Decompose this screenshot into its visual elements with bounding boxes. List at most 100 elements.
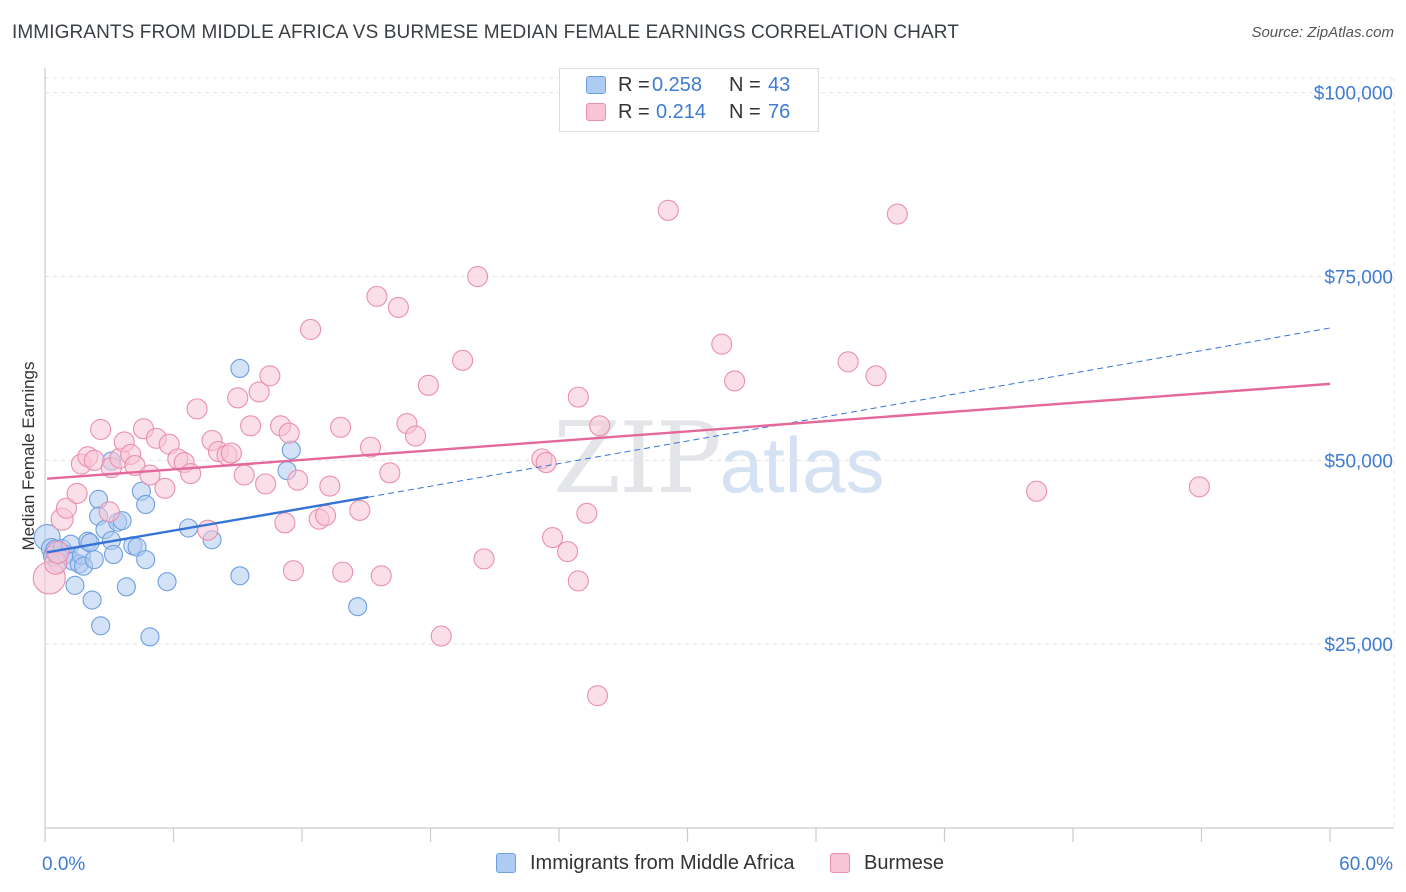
point-burmese [220,442,242,464]
point-burmese [576,502,598,524]
point-middle-africa [281,440,301,460]
point-middle-africa [65,575,85,595]
y-axis-title: Median Female Earnings [19,362,38,551]
point-burmese [473,548,495,570]
legend-r-value: 0.214 [656,101,707,123]
point-burmese [248,381,270,403]
point-burmese [259,365,281,387]
point-burmese [542,527,564,549]
chart-title: IMMIGRANTS FROM MIDDLE AFRICA VS BURMESE… [12,22,959,43]
point-middle-africa [91,616,111,636]
point-burmese [370,565,392,587]
bottom-legend-swatch-pink [830,853,850,873]
point-middle-africa [84,550,104,570]
point-burmese [886,203,908,225]
point-burmese [430,625,452,647]
point-burmese [278,422,300,444]
point-burmese [240,415,262,437]
point-burmese [255,473,277,495]
point-burmese [287,469,309,491]
axis-labels: $25,000 $50,000 $75,000 $100,000 0.0% 60.0% Me… [19,84,1393,875]
watermark: ZIPatlas [553,402,885,516]
y-tick-label: $75,000 [1324,268,1393,289]
point-middle-africa [116,577,136,597]
bottom-legend-label: Burmese [864,852,945,874]
trend-lines [46,327,1331,554]
point-burmese [657,199,679,221]
source-credit: Source: ZipAtlas.com [1251,24,1394,41]
point-middle-africa [140,627,160,647]
point-middle-africa [157,572,177,592]
point-middle-africa [136,550,156,570]
point-burmese [1188,476,1210,498]
y-tick-label: $25,000 [1324,635,1393,656]
point-middle-africa [82,590,102,610]
legend-n-label: N = [729,74,761,96]
point-burmese [186,398,208,420]
point-burmese [452,349,474,371]
point-burmese [90,418,112,441]
point-middle-africa [136,494,156,515]
y-tick-label: $50,000 [1324,451,1393,472]
point-burmese [55,497,77,519]
point-middle-africa [348,597,368,617]
point-burmese [154,477,176,499]
x-tick-label: 0.0% [42,854,85,875]
point-burmese [319,475,341,497]
point-burmese [557,540,579,563]
point-burmese [837,351,859,373]
point-middle-africa [230,358,250,378]
point-burmese [124,454,146,477]
watermark-zip: ZIP [553,402,722,516]
axes [44,68,1394,842]
legend-n-value: 76 [768,101,791,123]
point-burmese [865,365,887,387]
point-burmese [404,425,427,447]
legend-r-label: R = [618,101,650,123]
point-burmese [233,464,255,486]
trend-line-blue [46,495,369,554]
point-burmese [329,416,352,438]
point-burmese [332,561,354,583]
point-burmese [535,452,557,474]
y-tick-label: $100,000 [1314,84,1393,105]
point-burmese [379,462,401,484]
point-burmese [282,560,304,582]
point-burmese [589,415,611,437]
legend-r-label: R = [618,74,650,96]
point-burmese [66,482,88,504]
legend-n-value: 43 [768,74,791,96]
point-burmese [46,540,70,564]
point-burmese [349,499,371,521]
point-burmese [417,374,439,396]
point-burmese [467,265,489,288]
point-burmese [567,570,589,592]
trend-line-pink [47,382,1331,480]
point-burmese [315,504,337,527]
legend-n-label: N = [729,101,761,123]
point-middle-africa [103,544,124,565]
bottom-legend-swatch-blue [496,853,516,873]
point-burmese [300,318,322,341]
point-burmese [1026,480,1048,502]
correlation-legend: R = 0.258 N = 43 R = 0.214 N = 76 [559,68,819,132]
point-burmese [586,685,609,707]
legend-swatch-pink [586,103,606,121]
point-burmese [567,386,589,408]
bottom-legend-label: Immigrants from Middle Africa [530,852,795,874]
point-burmese [227,387,249,409]
point-burmese [98,501,120,523]
legend-r-value: 0.258 [652,74,703,96]
watermark-atlas: atlas [719,421,885,509]
x-tick-label: 60.0% [1339,854,1393,875]
trend-line-dashed-blue [368,327,1331,498]
grid-lines [45,77,1395,828]
point-burmese [274,512,296,534]
point-burmese [711,333,733,355]
point-burmese [724,370,746,392]
legend-swatch-blue [586,76,606,94]
point-burmese [366,285,388,307]
point-middle-africa [230,566,250,586]
point-burmese [359,436,382,458]
